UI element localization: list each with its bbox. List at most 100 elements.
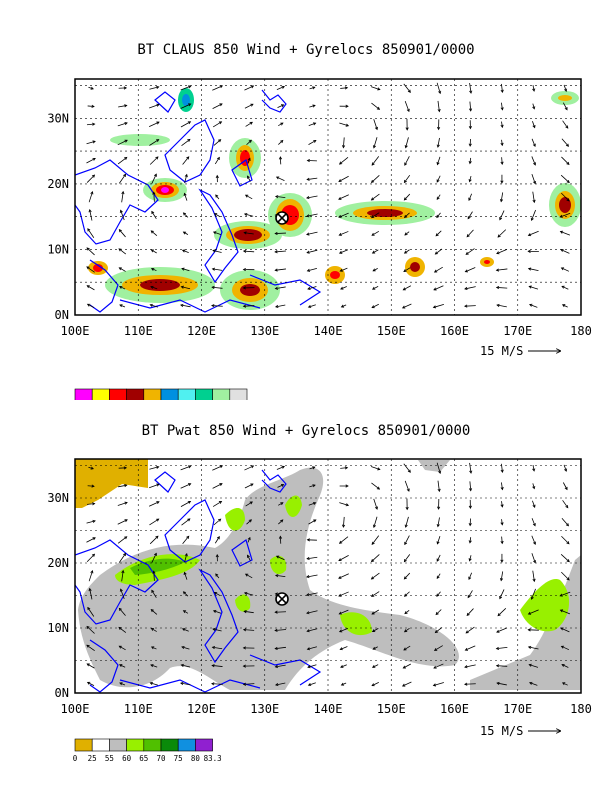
wind-arrow — [274, 574, 286, 578]
wind-arrow — [338, 555, 349, 562]
longitude-label: 150E — [377, 702, 406, 716]
colorbar-swatch — [126, 388, 145, 400]
wind-arrow — [403, 572, 411, 580]
panel2-colorbar: 0 25 55 60 65 70 75 80 83.3 — [73, 738, 222, 763]
wind-arrow — [496, 303, 507, 308]
wind-arrow — [500, 482, 504, 491]
wind-arrow — [152, 191, 156, 202]
wind-arrow — [371, 303, 379, 309]
wind-arrow — [433, 285, 444, 291]
panel2-map: 0N 10N 20N 30N 100E 110E 120E 130E 140E 150E 160E… — [47, 458, 592, 763]
longitude-label: 100E — [61, 702, 90, 716]
latitude-label: 0N — [55, 686, 69, 700]
wind-arrow — [432, 682, 444, 687]
wind-arrow — [371, 102, 381, 110]
wind-arrow — [500, 157, 504, 165]
wind-arrow — [529, 681, 538, 686]
wind-arrow — [464, 286, 476, 291]
wind-arrow — [370, 174, 380, 183]
wind-arrow — [562, 482, 568, 491]
wind-arrow — [341, 516, 346, 528]
wind-arrow — [403, 463, 411, 473]
longitude-label: 120E — [187, 324, 216, 338]
wind-arrow — [468, 193, 473, 202]
wind-arrow — [274, 250, 287, 254]
wind-arrow — [86, 502, 96, 506]
wind-arrow — [244, 85, 255, 91]
wind-arrow — [338, 175, 349, 182]
wind-arrow — [403, 83, 411, 93]
colorbar-label: 80 — [191, 754, 201, 763]
panel1-colorbar: 188194200206218230242248254260265 — [74, 388, 248, 400]
wind-arrow — [370, 193, 380, 201]
wind-arrow — [211, 267, 223, 271]
longitude-label: 170E — [503, 324, 532, 338]
wind-arrow — [309, 466, 316, 470]
wind-arrow — [277, 484, 285, 488]
wind-arrow — [86, 285, 95, 291]
wind-arrow — [118, 285, 126, 290]
wind-arrow — [181, 267, 190, 272]
wind-arrow — [150, 609, 158, 615]
wind-arrow — [340, 286, 347, 290]
wind-arrow — [244, 194, 253, 200]
wind-arrow — [561, 285, 569, 290]
wind-arrow — [532, 103, 536, 110]
longitude-label: 170E — [503, 702, 532, 716]
colorbar-swatch — [229, 388, 248, 400]
wind-arrow — [435, 609, 442, 616]
wind-arrow — [86, 537, 96, 543]
colorbar-label: 25 — [88, 754, 97, 763]
wind-arrow — [307, 664, 317, 669]
wind-arrow — [243, 231, 254, 235]
wind-arrow — [404, 100, 410, 113]
wind-arrow — [244, 573, 253, 579]
wind-arrow — [215, 174, 219, 183]
wind-arrow — [339, 646, 348, 651]
wind-arrow — [499, 192, 504, 203]
wind-arrow — [214, 156, 220, 165]
wind-arrow — [338, 609, 349, 615]
wind-arrow — [434, 248, 443, 255]
wind-arrow — [561, 138, 570, 147]
wind-arrow — [468, 499, 472, 509]
wind-arrow — [500, 102, 504, 111]
colorbar-label: 55 — [105, 754, 114, 763]
wind-arrow — [180, 663, 191, 668]
wind-arrow — [274, 664, 286, 669]
wind-arrow — [117, 122, 128, 127]
colorbar-swatch — [91, 388, 110, 400]
wind-arrow — [404, 535, 410, 546]
wind-arrow — [531, 535, 536, 545]
wind-arrow — [370, 591, 380, 597]
wind-arrow — [244, 483, 254, 489]
wind-arrow — [373, 119, 378, 131]
wind-arrow — [340, 86, 349, 90]
lat-lon-grid — [75, 459, 581, 693]
wind-arrow — [119, 682, 126, 686]
wind-arrow — [437, 498, 441, 510]
wind-arrow — [118, 104, 128, 108]
coastline-outline — [75, 469, 322, 693]
wind-arrow — [213, 213, 221, 218]
wind-arrow — [306, 177, 318, 181]
wind-arrow — [527, 249, 539, 253]
wind-arrow — [150, 285, 158, 290]
wind-arrow — [562, 120, 569, 129]
wind-arrow — [86, 122, 96, 126]
wind-arrow — [215, 194, 220, 200]
precipitable-water-field — [75, 459, 581, 690]
wind-arrow — [119, 588, 125, 599]
wind-arrow — [86, 247, 95, 256]
wind-arrow — [87, 606, 95, 617]
wind-arrow — [306, 574, 318, 579]
wind-arrow — [404, 516, 409, 528]
wind-arrow — [561, 682, 568, 686]
wind-arrow — [274, 286, 286, 290]
wind-arrow — [527, 267, 539, 272]
wind-arrow — [242, 267, 255, 272]
wind-arrow — [531, 173, 537, 185]
wind-arrow — [213, 591, 221, 596]
wind-arrow — [437, 100, 441, 113]
wind-arrow — [404, 480, 410, 492]
